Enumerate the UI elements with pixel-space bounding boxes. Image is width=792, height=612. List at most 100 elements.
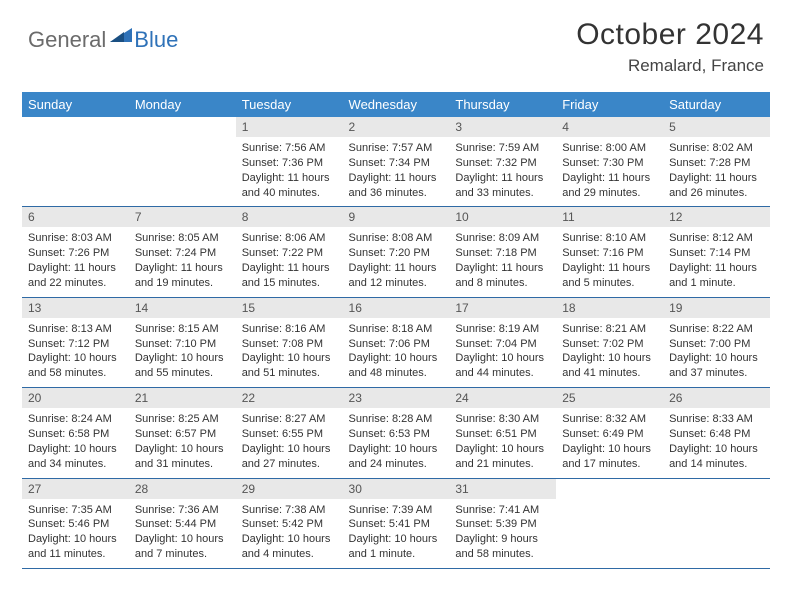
sunrise-text: Sunrise: 8:27 AM — [242, 412, 337, 427]
day-number-cell: 4 — [556, 117, 663, 137]
sunset-text: Sunset: 6:53 PM — [349, 427, 444, 442]
sunrise-text: Sunrise: 8:21 AM — [562, 322, 657, 337]
daylight-text-1: Daylight: 10 hours — [455, 442, 550, 457]
sunset-text: Sunset: 6:55 PM — [242, 427, 337, 442]
sunrise-text: Sunrise: 8:05 AM — [135, 231, 230, 246]
day-number-cell: 24 — [449, 388, 556, 409]
daylight-text-2: and 12 minutes. — [349, 276, 444, 291]
sunset-text: Sunset: 5:41 PM — [349, 517, 444, 532]
daylight-text-1: Daylight: 11 hours — [455, 171, 550, 186]
daylight-text-1: Daylight: 10 hours — [135, 532, 230, 547]
sunset-text: Sunset: 5:42 PM — [242, 517, 337, 532]
day-content-cell: Sunrise: 8:18 AMSunset: 7:06 PMDaylight:… — [343, 318, 450, 388]
sunrise-text: Sunrise: 8:15 AM — [135, 322, 230, 337]
daylight-text-2: and 55 minutes. — [135, 366, 230, 381]
daylight-text-1: Daylight: 11 hours — [349, 171, 444, 186]
day-number-row: 6789101112 — [22, 207, 770, 228]
day-content-cell: Sunrise: 7:39 AMSunset: 5:41 PMDaylight:… — [343, 499, 450, 569]
daylight-text-1: Daylight: 9 hours — [455, 532, 550, 547]
day-content-cell: Sunrise: 7:59 AMSunset: 7:32 PMDaylight:… — [449, 137, 556, 207]
day-number-cell: 22 — [236, 388, 343, 409]
sunrise-text: Sunrise: 8:00 AM — [562, 141, 657, 156]
title-block: October 2024 Remalard, France — [576, 18, 764, 76]
brand-text-blue: Blue — [134, 27, 178, 53]
daylight-text-1: Daylight: 10 hours — [28, 532, 123, 547]
sunset-text: Sunset: 5:46 PM — [28, 517, 123, 532]
weekday-header-row: SundayMondayTuesdayWednesdayThursdayFrid… — [22, 92, 770, 117]
daylight-text-1: Daylight: 11 hours — [669, 261, 764, 276]
sunset-text: Sunset: 7:02 PM — [562, 337, 657, 352]
day-number-cell: 13 — [22, 297, 129, 318]
weekday-header: Wednesday — [343, 92, 450, 117]
day-number-row: 13141516171819 — [22, 297, 770, 318]
day-content-cell: Sunrise: 8:03 AMSunset: 7:26 PMDaylight:… — [22, 227, 129, 297]
daylight-text-1: Daylight: 11 hours — [349, 261, 444, 276]
daylight-text-1: Daylight: 10 hours — [562, 442, 657, 457]
daylight-text-1: Daylight: 10 hours — [349, 442, 444, 457]
day-content-cell — [129, 137, 236, 207]
day-content-cell — [663, 499, 770, 569]
sunset-text: Sunset: 5:44 PM — [135, 517, 230, 532]
day-number-cell — [663, 478, 770, 499]
daylight-text-2: and 17 minutes. — [562, 457, 657, 472]
day-content-cell: Sunrise: 8:09 AMSunset: 7:18 PMDaylight:… — [449, 227, 556, 297]
day-content-cell: Sunrise: 8:22 AMSunset: 7:00 PMDaylight:… — [663, 318, 770, 388]
day-number-cell: 20 — [22, 388, 129, 409]
sunrise-text: Sunrise: 8:12 AM — [669, 231, 764, 246]
day-content-cell: Sunrise: 7:38 AMSunset: 5:42 PMDaylight:… — [236, 499, 343, 569]
daylight-text-2: and 33 minutes. — [455, 186, 550, 201]
daylight-text-1: Daylight: 10 hours — [28, 442, 123, 457]
day-number-cell: 23 — [343, 388, 450, 409]
sunrise-text: Sunrise: 8:18 AM — [349, 322, 444, 337]
daylight-text-2: and 14 minutes. — [669, 457, 764, 472]
day-number-row: 2728293031 — [22, 478, 770, 499]
sunrise-text: Sunrise: 7:59 AM — [455, 141, 550, 156]
daylight-text-2: and 11 minutes. — [28, 547, 123, 562]
header: General Blue October 2024 Remalard, Fran… — [0, 0, 792, 84]
day-number-cell: 2 — [343, 117, 450, 137]
sunset-text: Sunset: 7:34 PM — [349, 156, 444, 171]
weekday-header: Friday — [556, 92, 663, 117]
sunset-text: Sunset: 7:28 PM — [669, 156, 764, 171]
daylight-text-1: Daylight: 11 hours — [669, 171, 764, 186]
daylight-text-2: and 19 minutes. — [135, 276, 230, 291]
daylight-text-2: and 44 minutes. — [455, 366, 550, 381]
day-number-cell: 8 — [236, 207, 343, 228]
weekday-header: Thursday — [449, 92, 556, 117]
day-number-cell: 28 — [129, 478, 236, 499]
day-content-cell: Sunrise: 7:56 AMSunset: 7:36 PMDaylight:… — [236, 137, 343, 207]
sunrise-text: Sunrise: 8:28 AM — [349, 412, 444, 427]
daylight-text-1: Daylight: 11 hours — [135, 261, 230, 276]
sunset-text: Sunset: 7:06 PM — [349, 337, 444, 352]
daylight-text-1: Daylight: 10 hours — [135, 442, 230, 457]
day-number-cell: 7 — [129, 207, 236, 228]
day-content-cell: Sunrise: 8:33 AMSunset: 6:48 PMDaylight:… — [663, 408, 770, 478]
day-number-cell: 3 — [449, 117, 556, 137]
day-content-cell: Sunrise: 8:06 AMSunset: 7:22 PMDaylight:… — [236, 227, 343, 297]
sunrise-text: Sunrise: 8:16 AM — [242, 322, 337, 337]
sunset-text: Sunset: 7:36 PM — [242, 156, 337, 171]
daylight-text-1: Daylight: 11 hours — [242, 171, 337, 186]
brand-text-general: General — [28, 27, 106, 53]
daylight-text-2: and 29 minutes. — [562, 186, 657, 201]
sunrise-text: Sunrise: 7:56 AM — [242, 141, 337, 156]
sunset-text: Sunset: 7:04 PM — [455, 337, 550, 352]
sunrise-text: Sunrise: 7:35 AM — [28, 503, 123, 518]
daylight-text-2: and 58 minutes. — [455, 547, 550, 562]
daylight-text-2: and 22 minutes. — [28, 276, 123, 291]
calendar-table: SundayMondayTuesdayWednesdayThursdayFrid… — [22, 92, 770, 569]
daylight-text-1: Daylight: 10 hours — [562, 351, 657, 366]
sunset-text: Sunset: 7:14 PM — [669, 246, 764, 261]
day-content-cell: Sunrise: 7:36 AMSunset: 5:44 PMDaylight:… — [129, 499, 236, 569]
daylight-text-1: Daylight: 11 hours — [242, 261, 337, 276]
sunrise-text: Sunrise: 8:06 AM — [242, 231, 337, 246]
sunset-text: Sunset: 7:26 PM — [28, 246, 123, 261]
day-content-row: Sunrise: 7:35 AMSunset: 5:46 PMDaylight:… — [22, 499, 770, 569]
daylight-text-1: Daylight: 10 hours — [28, 351, 123, 366]
daylight-text-1: Daylight: 11 hours — [562, 261, 657, 276]
sunrise-text: Sunrise: 8:33 AM — [669, 412, 764, 427]
day-content-row: Sunrise: 7:56 AMSunset: 7:36 PMDaylight:… — [22, 137, 770, 207]
daylight-text-2: and 36 minutes. — [349, 186, 444, 201]
sunrise-text: Sunrise: 8:13 AM — [28, 322, 123, 337]
day-content-row: Sunrise: 8:24 AMSunset: 6:58 PMDaylight:… — [22, 408, 770, 478]
